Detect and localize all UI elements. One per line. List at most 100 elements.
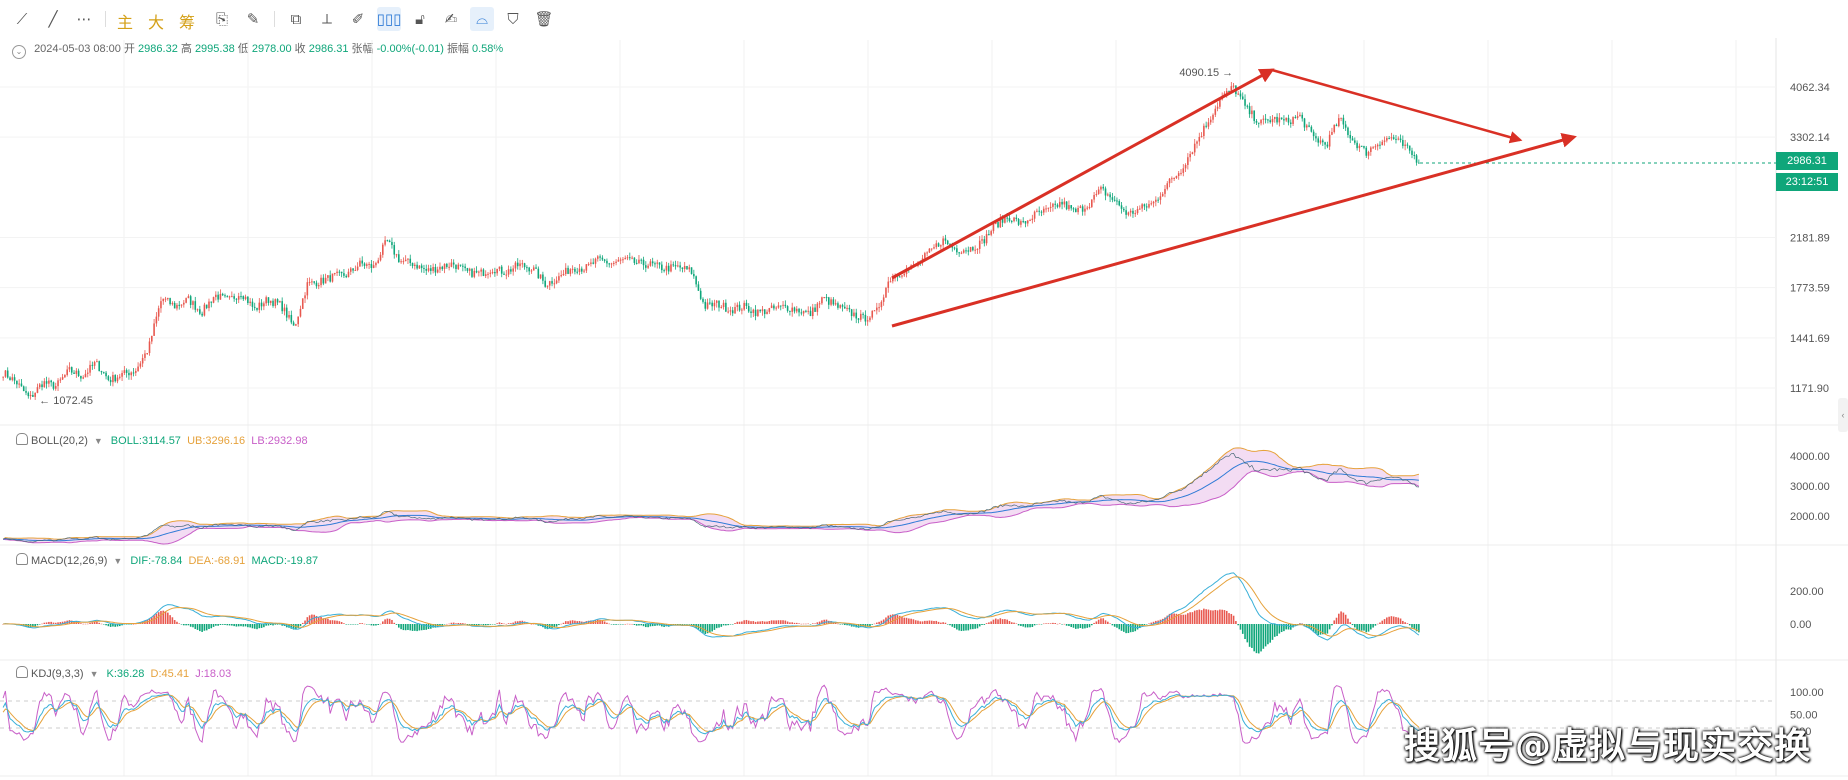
macd-histogram-bar — [484, 624, 487, 626]
macd-histogram-bar — [569, 620, 572, 624]
macd-dif-value: DIF:-78.84 — [130, 555, 183, 567]
boll-lb-value: LB:2932.98 — [251, 435, 308, 447]
candle-body — [1255, 120, 1258, 123]
candle-body — [180, 304, 183, 306]
candle-body — [489, 272, 492, 274]
macd-histogram-bar — [199, 624, 201, 632]
candle-body — [29, 395, 32, 397]
macd-histogram-bar — [167, 612, 169, 624]
candle-body — [759, 309, 761, 312]
lock-icon[interactable]: 🔓︎ — [415, 10, 425, 28]
macd-histogram-bar — [1354, 624, 1356, 628]
brush-icon[interactable]: ✐ — [351, 11, 365, 28]
toolbar-text-button-3[interactable]: 筹 — [179, 13, 196, 32]
note-icon[interactable]: ✍ — [444, 11, 458, 28]
macd-histogram-bar — [201, 624, 203, 632]
line-segment-icon[interactable]: ⟋ — [16, 10, 28, 28]
candle-body — [880, 301, 883, 308]
ray-icon[interactable]: ╱ — [48, 11, 58, 28]
magnet-icon[interactable]: ⌓ — [470, 7, 494, 31]
kdj-legend[interactable]: KDJ(9,3,3) ▼ K:36.28 D:45.41 J:18.03 — [16, 666, 231, 680]
candle-body — [642, 259, 645, 266]
panel-collapse-handle[interactable]: ‹ — [1838, 398, 1848, 432]
macd-histogram-bar — [990, 621, 992, 624]
macd-histogram-bar — [1365, 624, 1368, 633]
caret-down-icon[interactable]: ▼ — [113, 556, 123, 566]
candle-body — [199, 309, 201, 314]
macd-histogram-bar — [505, 623, 508, 625]
macd-histogram-bar — [1100, 618, 1102, 624]
macd-histogram-bar — [503, 623, 505, 625]
caret-down-icon[interactable]: ▼ — [93, 436, 103, 446]
candle-body — [116, 377, 119, 382]
candle-body — [706, 302, 709, 309]
macd-histogram-bar — [1010, 622, 1013, 624]
pencil-icon[interactable]: ✎ — [246, 11, 260, 28]
watermark: 搜狐号@虚拟与现实交换 — [1404, 726, 1812, 767]
macd-histogram-bar — [1280, 624, 1283, 633]
candle-body — [333, 273, 336, 275]
candle-body — [722, 302, 725, 307]
bell-icon[interactable] — [16, 553, 28, 565]
macd-histogram-bar — [57, 622, 59, 624]
candle-body — [1395, 138, 1397, 140]
toolbar-text-button-1[interactable]: 主 — [117, 13, 134, 32]
copy-icon[interactable]: ⧉ — [290, 10, 302, 28]
candle-body — [610, 263, 613, 265]
ruler-icon[interactable]: ⟂ — [321, 10, 332, 28]
more-icon[interactable]: ⋯ — [76, 11, 92, 28]
macd-histogram-bar — [912, 619, 915, 624]
macd-histogram-bar — [336, 620, 338, 624]
candle-body — [578, 268, 581, 272]
candle-body — [807, 310, 810, 312]
candle-body — [226, 296, 229, 298]
macd-histogram-bar — [1155, 620, 1157, 624]
macd-histogram-bar — [109, 624, 112, 627]
macd-histogram-bar — [683, 624, 686, 625]
candle-body — [768, 308, 771, 312]
macd-histogram-bar — [1255, 624, 1258, 654]
draw-icon[interactable]: ⎘ — [215, 10, 228, 28]
candle-body — [930, 248, 933, 250]
macd-histogram-bar — [800, 623, 803, 625]
candle-body — [1241, 96, 1244, 100]
candle-body — [240, 296, 242, 298]
macd-histogram-bar — [1333, 620, 1336, 624]
macd-histogram-bar — [1376, 623, 1379, 625]
macd-histogram-bar — [1026, 624, 1029, 628]
caret-down-icon[interactable]: ▼ — [89, 669, 99, 679]
macd-histogram-bar — [160, 610, 162, 624]
macd-histogram-bar — [196, 624, 199, 630]
bell-icon[interactable] — [16, 433, 28, 445]
macd-legend[interactable]: MACD(12,26,9) ▼ DIF:-78.84 DEA:-68.91 MACD… — [16, 553, 318, 567]
candle-icon[interactable]: ▯▯▯ — [377, 7, 401, 31]
macd-histogram-bar — [1356, 624, 1358, 631]
candle-body — [475, 270, 478, 273]
y-tick-label: 2000.00 — [1790, 511, 1830, 523]
candle-body — [1109, 194, 1111, 198]
trash-icon[interactable]: 🗑︎ — [534, 11, 554, 28]
filter-icon[interactable]: ⛉ — [507, 10, 519, 28]
macd-histogram-bar — [1360, 624, 1363, 631]
boll-legend[interactable]: BOLL(20,2) ▼ BOLL:3114.57 UB:3296.16 LB:29… — [16, 433, 308, 447]
macd-histogram-bar — [414, 624, 416, 631]
collapse-icon[interactable]: ⌄ — [12, 45, 26, 59]
macd-histogram-bar — [59, 622, 62, 624]
macd-histogram-bar — [1344, 614, 1347, 624]
bell-icon[interactable] — [16, 666, 28, 678]
countdown-tag: 23:12:51 — [1776, 173, 1838, 191]
candle-body — [1351, 138, 1354, 141]
macd-histogram-bar — [1264, 624, 1267, 647]
candle-body — [457, 264, 460, 270]
macd-histogram-bar — [578, 621, 581, 624]
macd-histogram-bar — [38, 624, 41, 625]
toolbar-text-button-2[interactable]: 大 — [148, 13, 165, 32]
macd-histogram-bar — [402, 624, 405, 631]
macd-histogram-bar — [878, 621, 880, 624]
macd-histogram-bar — [1287, 624, 1290, 630]
macd-histogram-bar — [1248, 624, 1251, 647]
candle-body — [361, 260, 364, 264]
candle-body — [171, 303, 174, 305]
macd-histogram-bar — [80, 623, 82, 624]
